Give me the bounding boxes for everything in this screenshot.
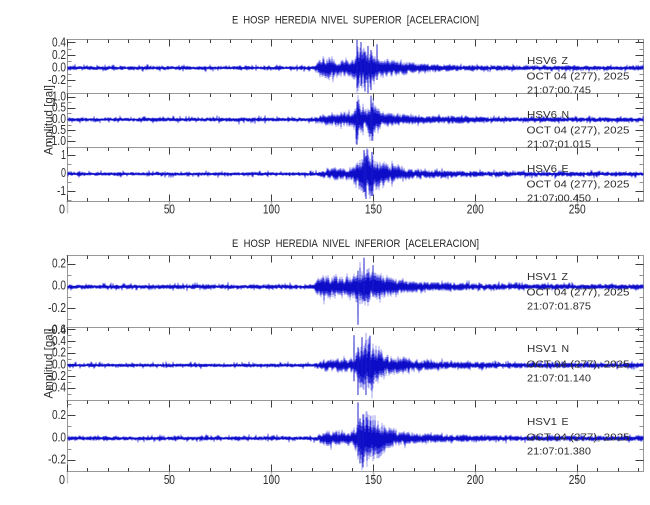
svg-text:OCT 04 (277), 2025: OCT 04 (277), 2025 [527,286,630,298]
svg-text:HSV6: HSV6 [527,55,557,67]
svg-text:150: 150 [365,203,382,217]
svg-text:0: 0 [61,166,66,180]
svg-text:-1: -1 [57,184,66,198]
svg-text:-1.0: -1.0 [48,134,66,148]
svg-text:0.2: 0.2 [52,257,66,271]
svg-text:50: 50 [164,203,175,217]
svg-text:-0.2: -0.2 [48,73,66,87]
svg-text:E: E [562,163,569,175]
svg-text:HSV6: HSV6 [527,163,557,175]
svg-text:200: 200 [467,473,484,487]
svg-text:0.4: 0.4 [52,334,66,348]
svg-text:HSV1: HSV1 [527,416,557,428]
svg-text:OCT 04 (277), 2025: OCT 04 (277), 2025 [527,431,630,443]
svg-text:N: N [562,343,570,355]
svg-text:HSV1: HSV1 [527,343,557,355]
svg-text:0.0: 0.0 [52,60,66,74]
svg-text:N: N [562,109,570,121]
svg-text:21:07:01.140: 21:07:01.140 [527,373,591,385]
svg-text:0: 0 [59,203,65,217]
svg-text:0.2: 0.2 [52,346,66,360]
svg-text:-0.2: -0.2 [48,453,66,467]
svg-text:OCT 04 (277), 2025: OCT 04 (277), 2025 [527,178,630,190]
svg-text:0.2: 0.2 [52,48,66,62]
svg-text:HSV1: HSV1 [527,271,557,283]
svg-text:Z: Z [562,55,569,67]
svg-text:0: 0 [59,473,65,487]
svg-text:1: 1 [61,148,66,162]
svg-text:21:07:00.745: 21:07:00.745 [527,85,591,97]
svg-text:21:07:01.380: 21:07:01.380 [527,446,591,458]
svg-text:-0.2: -0.2 [48,301,66,315]
svg-text:0.5: 0.5 [52,101,66,115]
svg-text:E: E [562,416,569,428]
svg-text:OCT 04 (277), 2025: OCT 04 (277), 2025 [527,124,630,136]
svg-text:-0.2: -0.2 [48,369,66,383]
svg-text:100: 100 [263,203,280,217]
svg-text:50: 50 [164,473,175,487]
svg-text:250: 250 [569,473,586,487]
svg-text:E HOSP HEREDIA NIVEL INFERIOR: E HOSP HEREDIA NIVEL INFERIOR [ACELERACI… [232,238,479,250]
svg-text:250: 250 [569,203,586,217]
svg-text:0.0: 0.0 [52,430,66,444]
svg-text:0.2: 0.2 [52,408,66,422]
svg-text:Amplitud [gal]: Amplitud [gal] [42,85,56,155]
svg-text:-0.4: -0.4 [48,381,66,395]
svg-text:21:07:00.450: 21:07:00.450 [527,193,591,205]
svg-text:-0.4: -0.4 [48,323,66,337]
svg-text:21:07:01.875: 21:07:01.875 [527,301,591,313]
svg-text:Amplitud [gal]: Amplitud [gal] [42,329,56,399]
svg-text:OCT 04 (277), 2025: OCT 04 (277), 2025 [527,70,630,82]
svg-text:150: 150 [365,473,382,487]
svg-text:0.0: 0.0 [52,112,66,126]
svg-text:0.0: 0.0 [52,357,66,371]
svg-text:0.0: 0.0 [52,279,66,293]
svg-text:200: 200 [467,203,484,217]
svg-text:E HOSP HEREDIA NIVEL SUPERIOR: E HOSP HEREDIA NIVEL SUPERIOR [ACELERACI… [232,15,479,27]
svg-text:HSV6: HSV6 [527,109,557,121]
svg-text:0.4: 0.4 [52,35,66,49]
svg-text:100: 100 [263,473,280,487]
svg-text:-0.5: -0.5 [48,123,66,137]
svg-text:21:07:01.015: 21:07:01.015 [527,139,591,151]
svg-text:0.6: 0.6 [52,322,66,336]
svg-text:Z: Z [562,271,569,283]
svg-text:1.0: 1.0 [52,89,66,103]
svg-text:OCT 04 (277), 2025: OCT 04 (277), 2025 [527,358,630,370]
